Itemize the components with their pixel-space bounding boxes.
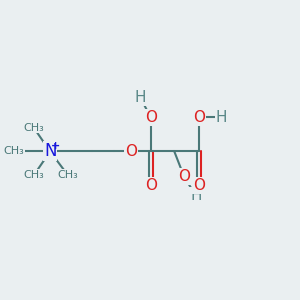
Text: CH₃: CH₃	[23, 170, 44, 180]
Text: CH₃: CH₃	[58, 170, 78, 180]
Text: O: O	[193, 110, 205, 125]
Text: N: N	[44, 142, 56, 160]
Text: O: O	[193, 178, 205, 193]
Text: H: H	[135, 90, 146, 105]
Text: H: H	[216, 110, 227, 125]
Text: O: O	[145, 178, 157, 193]
Text: O: O	[145, 110, 157, 125]
Text: O: O	[125, 144, 137, 159]
Text: CH₃: CH₃	[4, 146, 24, 157]
Text: +: +	[50, 141, 60, 151]
Text: O: O	[178, 169, 190, 184]
Text: CH₃: CH₃	[23, 123, 44, 133]
Text: H: H	[190, 188, 202, 203]
